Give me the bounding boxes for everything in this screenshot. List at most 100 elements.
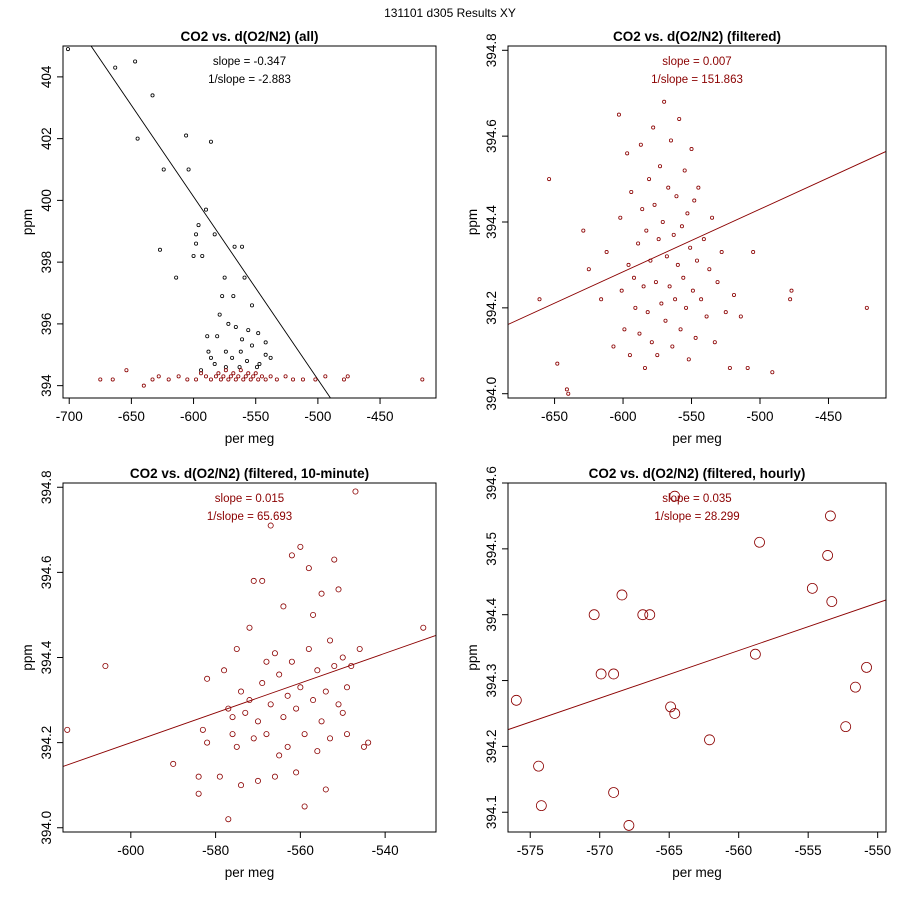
chart-all: CO2 vs. d(O2/N2) (all) slope = -0.347 1/sl… xyxy=(20,29,437,446)
data-point xyxy=(616,589,628,601)
data-point xyxy=(174,275,179,280)
data-point xyxy=(156,374,161,379)
data-point xyxy=(335,701,342,708)
data-point xyxy=(124,368,129,373)
data-point xyxy=(256,377,261,382)
data-point xyxy=(599,297,604,302)
data-point xyxy=(533,760,544,772)
data-point xyxy=(216,371,221,376)
data-point xyxy=(141,383,146,388)
data-point xyxy=(637,609,649,621)
data-point xyxy=(343,684,350,691)
data-point xyxy=(665,701,676,713)
data-point xyxy=(586,267,591,272)
data-point xyxy=(276,671,283,678)
data-point xyxy=(253,371,258,376)
data-point xyxy=(276,752,283,759)
data-point xyxy=(199,726,206,733)
plot-frame xyxy=(62,45,437,399)
x-tick-label: -500 xyxy=(746,409,773,424)
y-axis-label: ppm xyxy=(465,644,480,670)
x-tick-label: -600 xyxy=(610,409,637,424)
data-point xyxy=(595,668,607,680)
data-point xyxy=(249,303,254,308)
data-point xyxy=(254,777,261,784)
data-point xyxy=(229,731,236,738)
data-point xyxy=(678,327,683,332)
data-point xyxy=(627,353,632,358)
data-point xyxy=(246,697,253,704)
data-point xyxy=(669,708,681,719)
y-tick-label: 396 xyxy=(39,313,54,336)
data-point xyxy=(738,314,743,319)
data-point xyxy=(230,355,235,360)
data-point xyxy=(267,522,274,529)
data-point xyxy=(667,284,672,289)
data-point xyxy=(204,675,211,682)
y-tick-label: 394.6 xyxy=(484,466,499,500)
data-point xyxy=(236,374,241,379)
data-point xyxy=(710,215,715,220)
data-point xyxy=(789,288,794,293)
data-point xyxy=(256,331,261,336)
data-point xyxy=(225,816,232,823)
data-point xyxy=(652,202,657,207)
chart-title: CO2 vs. d(O2/N2) (filtered, hourly) xyxy=(589,466,806,481)
data-point xyxy=(233,377,238,382)
data-point xyxy=(677,116,682,121)
data-point xyxy=(200,253,205,258)
data-point xyxy=(645,310,650,315)
data-point xyxy=(254,365,259,370)
data-point xyxy=(322,786,329,793)
data-point xyxy=(283,374,288,379)
data-point xyxy=(642,365,647,370)
data-point xyxy=(291,377,296,382)
data-point xyxy=(623,820,635,831)
plot-frame xyxy=(62,482,437,833)
data-point xyxy=(288,552,295,559)
y-axis-label: ppm xyxy=(20,644,35,670)
data-point xyxy=(629,189,634,194)
data-point xyxy=(191,253,196,258)
annotation: 1/slope = 65.693 xyxy=(207,511,292,523)
data-point xyxy=(233,743,240,750)
data-point xyxy=(241,377,246,382)
data-point xyxy=(213,374,218,379)
y-tick-label: 394.1 xyxy=(484,795,499,829)
data-point xyxy=(240,337,245,342)
data-point xyxy=(251,374,256,379)
x-axis-label: per meg xyxy=(225,865,275,880)
data-point xyxy=(356,645,363,652)
data-point xyxy=(659,301,664,306)
data-point xyxy=(110,377,115,382)
data-point xyxy=(98,377,103,382)
data-point xyxy=(250,735,257,742)
data-point xyxy=(212,232,217,237)
series-filtered xyxy=(537,99,869,396)
data-point xyxy=(850,681,861,693)
data-point xyxy=(699,297,704,302)
data-point xyxy=(644,609,656,621)
data-point xyxy=(616,112,621,117)
data-point xyxy=(208,355,213,360)
data-point xyxy=(535,800,547,812)
x-tick-label: -700 xyxy=(56,409,83,424)
data-point xyxy=(194,232,199,237)
data-point xyxy=(690,288,695,293)
data-point xyxy=(245,358,250,363)
data-point xyxy=(218,377,223,382)
data-point xyxy=(666,185,671,190)
data-point xyxy=(644,228,649,233)
data-point xyxy=(222,275,227,280)
y-tick-label: 394.8 xyxy=(39,470,54,504)
data-point xyxy=(749,648,761,660)
data-point xyxy=(300,377,305,382)
annotation: 1/slope = 28.299 xyxy=(654,511,739,523)
data-point xyxy=(226,377,231,382)
y-tick-label: 394.6 xyxy=(484,119,499,153)
data-point xyxy=(248,377,253,382)
data-point xyxy=(113,65,118,70)
data-point xyxy=(259,680,266,687)
x-tick-label: -565 xyxy=(656,843,683,858)
